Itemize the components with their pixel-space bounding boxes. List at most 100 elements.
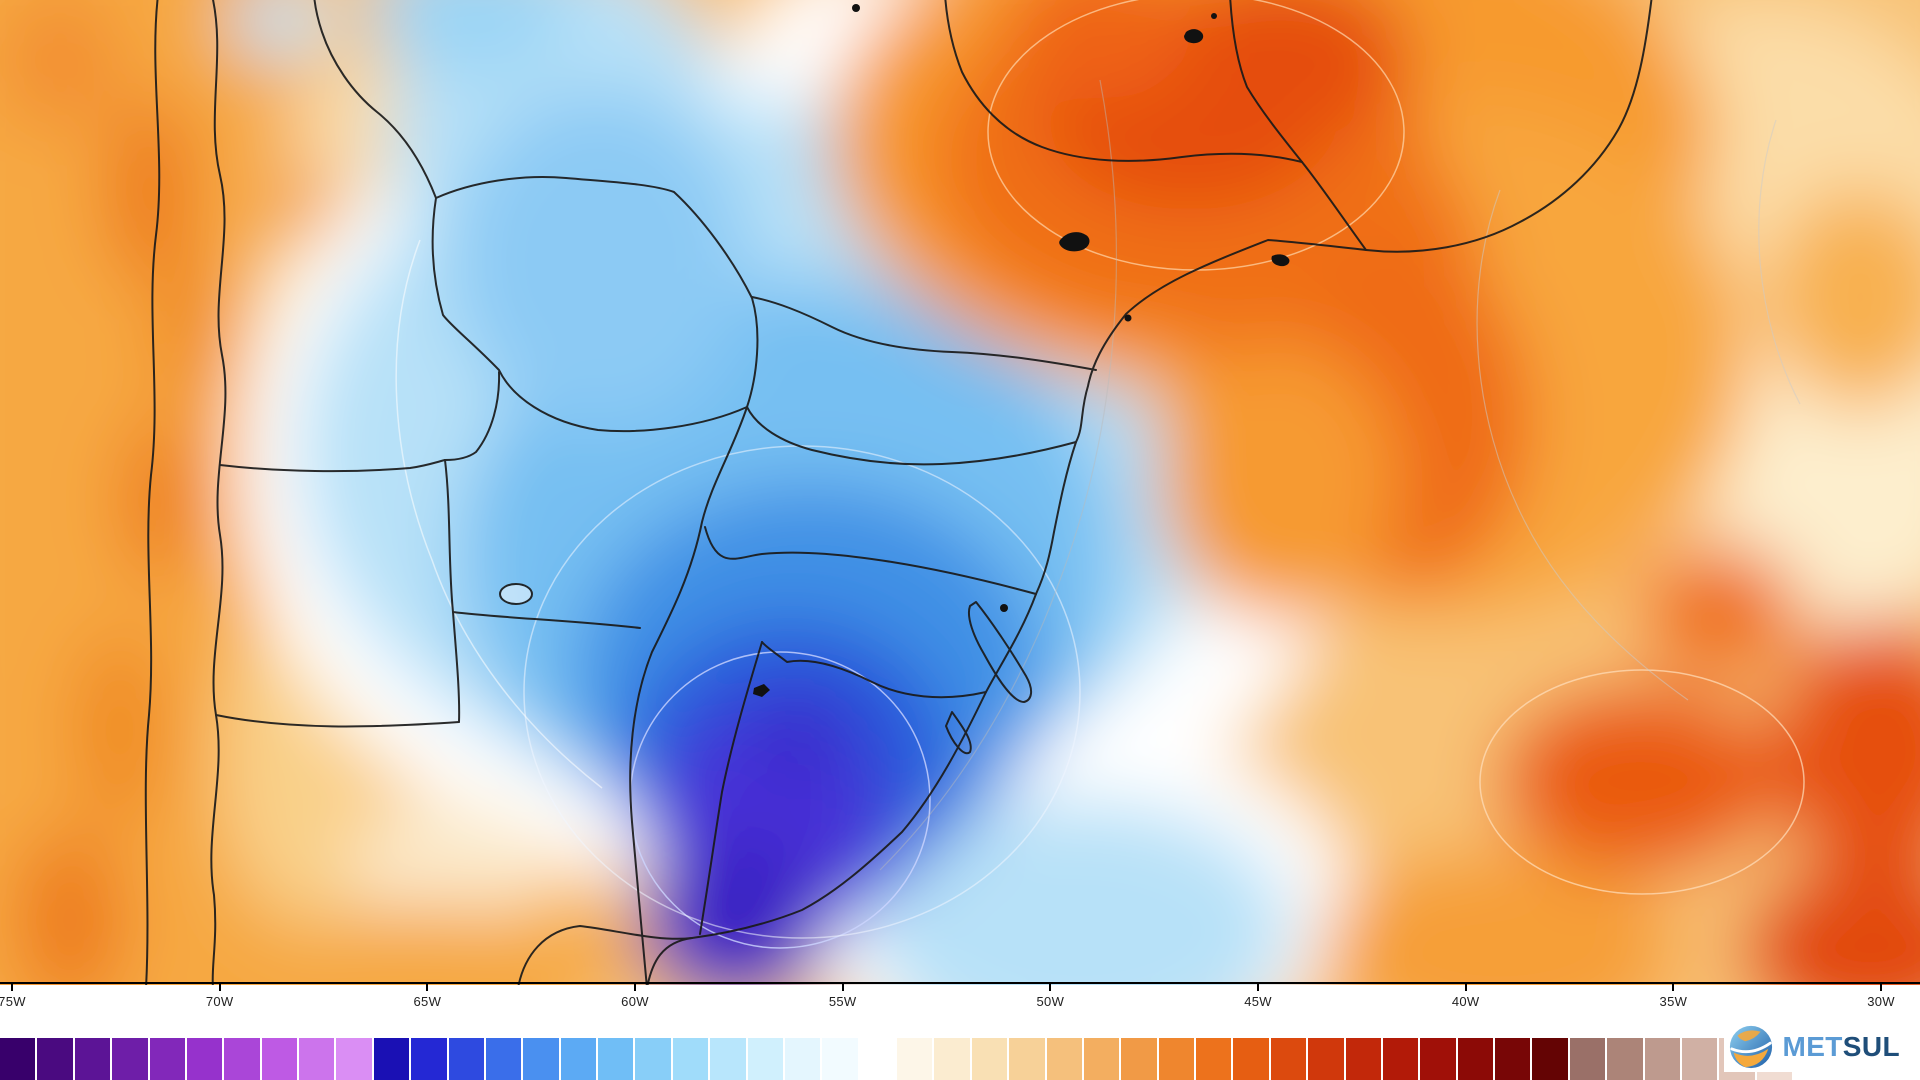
color-scale-segment — [784, 1038, 821, 1080]
color-scale-segment — [149, 1038, 185, 1080]
color-scale-segment — [1009, 1038, 1045, 1080]
color-scale-segment — [1046, 1038, 1082, 1080]
bolivia-paraguay-border — [313, 0, 437, 199]
axis-tick-mark — [1049, 983, 1052, 991]
color-scale-segment — [1607, 1038, 1643, 1080]
axis-tick-label: 65W — [413, 994, 442, 1009]
province-line-3 — [215, 714, 460, 728]
coastline — [646, 0, 1653, 985]
color-scale-segment — [710, 1038, 746, 1080]
axis-tick-label: 60W — [621, 994, 649, 1009]
belo-horizonte-mark — [1184, 29, 1204, 44]
color-scale-segment — [1121, 1038, 1157, 1080]
uruguay-west-border — [699, 641, 763, 935]
color-scale-segment — [1233, 1038, 1269, 1080]
axis-tick-label: 40W — [1451, 994, 1480, 1009]
color-scale-segment — [971, 1038, 1008, 1080]
color-scale-segment — [822, 1038, 858, 1080]
color-scale-segment — [1345, 1038, 1381, 1080]
anomaly-field — [0, 0, 1920, 985]
color-scale-segment — [1382, 1038, 1419, 1080]
lagoon-patos — [968, 601, 1032, 703]
color-scale-segment — [934, 1038, 970, 1080]
longitude-axis: 75W 70W 65W 60W 55W 50W 45W 40W 35W 30W — [0, 983, 1920, 1019]
color-scale-segment — [897, 1038, 933, 1080]
pr-sp-border — [751, 296, 1097, 371]
temperature-anomaly-map — [0, 0, 1920, 985]
parana-river-border — [629, 406, 748, 985]
logo-text-sul: SUL — [1842, 1031, 1900, 1062]
axis-tick-mark — [1464, 983, 1467, 991]
mg-rj-border — [1229, 0, 1367, 251]
logo-text-met: MET — [1782, 1031, 1843, 1062]
globe-icon — [1728, 1024, 1774, 1070]
color-scale-segment — [336, 1038, 372, 1080]
color-scale-segment — [1083, 1038, 1120, 1080]
axis-tick-mark — [1672, 983, 1675, 991]
color-scale-segment — [485, 1038, 522, 1080]
color-scale-segment — [635, 1038, 671, 1080]
logo-text: METSUL — [1782, 1033, 1900, 1061]
color-scale-segment — [1308, 1038, 1344, 1080]
color-scale-segment — [74, 1038, 111, 1080]
color-scale-segment — [1644, 1038, 1680, 1080]
axis-tick-mark — [1880, 983, 1883, 991]
color-scale-segment — [1457, 1038, 1493, 1080]
sao-paulo-mark — [1059, 232, 1090, 252]
brazil-uruguay-border — [761, 641, 987, 699]
color-scale-segment — [1569, 1038, 1606, 1080]
rs-sc-border — [704, 526, 1037, 595]
axis-tick-mark — [426, 983, 429, 991]
sc-pr-border — [746, 406, 1077, 466]
color-scale-segment — [1270, 1038, 1307, 1080]
province-line-4 — [444, 371, 501, 461]
province-line-1 — [219, 459, 446, 473]
axis-tick-label: 50W — [1036, 994, 1065, 1009]
color-scale-segment — [859, 1038, 895, 1080]
color-scale-segment — [1158, 1038, 1194, 1080]
axis-tick-mark — [634, 983, 636, 991]
color-scale-segment — [747, 1038, 783, 1080]
porto-alegre-mark — [1000, 604, 1008, 612]
color-scale-segment — [411, 1038, 447, 1080]
axis-tick-label: 55W — [828, 994, 857, 1009]
color-scale-segment — [373, 1038, 410, 1080]
top-mark — [852, 4, 860, 12]
metsul-logo: METSUL — [1724, 1022, 1904, 1072]
color-scale-segment — [560, 1038, 596, 1080]
axis-tick-mark — [1257, 983, 1260, 991]
color-scale-segment — [523, 1038, 559, 1080]
color-scale-segment — [1495, 1038, 1531, 1080]
axis-tick-mark — [218, 983, 221, 991]
axis-tick-mark — [841, 983, 844, 991]
axis-tick-label: 35W — [1659, 994, 1688, 1009]
color-scale-segment — [112, 1038, 148, 1080]
province-line-5 — [452, 611, 641, 629]
axis-tick-label: 70W — [205, 994, 234, 1009]
axis-tick-label: 75W — [0, 994, 26, 1009]
andes-border — [210, 0, 227, 985]
mar-chiquita-lagoon — [499, 583, 533, 605]
color-scale-segment — [448, 1038, 484, 1080]
color-scale-segment — [186, 1038, 223, 1080]
color-scale-bar — [0, 1038, 1792, 1080]
color-scale-segment — [1681, 1038, 1718, 1080]
color-scale-segment — [261, 1038, 297, 1080]
color-scale-segment — [299, 1038, 335, 1080]
pampa-mark — [753, 684, 770, 697]
axis-tick-label: 30W — [1867, 994, 1895, 1009]
axis-tick-label: 45W — [1244, 994, 1272, 1009]
color-scale-segment — [1196, 1038, 1232, 1080]
andes-west-line — [144, 0, 161, 985]
lagoon-mirim — [945, 711, 972, 755]
estuary-south-shore — [517, 925, 693, 985]
color-scale-segment — [1420, 1038, 1456, 1080]
color-scale-segment — [672, 1038, 709, 1080]
map-svg — [0, 0, 1920, 985]
city-marks — [753, 4, 1290, 697]
axis-tick-mark — [11, 983, 13, 991]
color-scale-segment — [37, 1038, 73, 1080]
country-state-borders — [144, 0, 1653, 985]
sp-mg-border — [944, 0, 1303, 163]
